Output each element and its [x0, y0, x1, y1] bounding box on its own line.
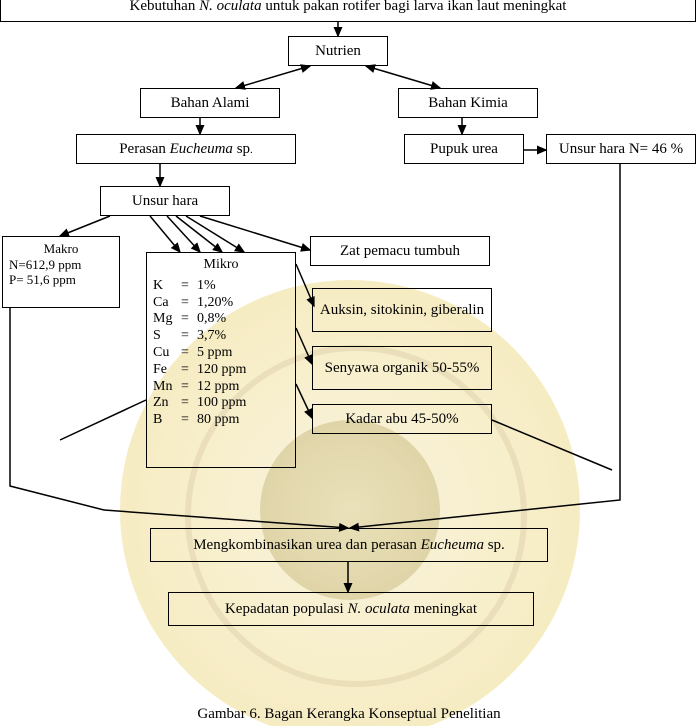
figure-caption: Gambar 6. Bagan Kerangka Konseptual Pene… [0, 706, 698, 723]
mikro-row: S=3,7% [153, 328, 289, 345]
node-bahan-kimia-label: Bahan Kimia [428, 94, 508, 112]
node-senyawa-label: Senyawa organik 50-55% [325, 359, 480, 377]
node-makro-p: P= 51,6 ppm [9, 272, 113, 288]
node-bahan-kimia: Bahan Kimia [398, 88, 538, 118]
node-makro: Makro N=612,9 ppm P= 51,6 ppm [2, 236, 120, 308]
node-kepadatan-label: Kepadatan populasi N. oculata meningkat [225, 600, 477, 618]
node-title-box: Kebutuhan N. oculata untuk pakan rotifer… [0, 0, 696, 22]
mikro-row: K=1% [153, 278, 289, 295]
node-kadar-abu: Kadar abu 45-50% [312, 404, 492, 434]
node-kombinasi: Mengkombinasikan urea dan perasan Eucheu… [150, 528, 548, 562]
node-zat-label: Zat pemacu tumbuh [340, 242, 460, 260]
node-perasan: Perasan Eucheuma sp. [76, 134, 296, 164]
node-senyawa: Senyawa organik 50-55% [312, 346, 492, 390]
node-nutrien-label: Nutrien [315, 42, 361, 60]
node-auksin: Auksin, sitokinin, giberalin [312, 288, 492, 332]
diagram-canvas: { "diagram": { "type": "flowchart", "bac… [0, 0, 698, 726]
mikro-list: Mikro K=1%Ca=1,20%Mg=0,8%S=3,7%Cu=5 ppmF… [153, 257, 289, 429]
mikro-row: B=80 ppm [153, 412, 289, 429]
mikro-row: Mn=12 ppm [153, 379, 289, 396]
node-unsur-hara: Unsur hara [100, 186, 230, 216]
mikro-row: Ca=1,20% [153, 295, 289, 312]
node-unsur-hara-label: Unsur hara [132, 192, 198, 210]
node-bahan-alami-label: Bahan Alami [171, 94, 250, 112]
node-bahan-alami: Bahan Alami [140, 88, 280, 118]
node-kepadatan: Kepadatan populasi N. oculata meningkat [168, 592, 534, 626]
node-makro-title: Makro [9, 241, 113, 257]
node-kombinasi-label: Mengkombinasikan urea dan perasan Eucheu… [193, 536, 505, 554]
mikro-row: Fe=120 ppm [153, 362, 289, 379]
node-makro-n: N=612,9 ppm [9, 257, 113, 273]
node-pupuk-urea-label: Pupuk urea [430, 140, 498, 158]
node-pupuk-urea: Pupuk urea [404, 134, 524, 164]
node-mikro-title: Mikro [153, 257, 289, 274]
node-auksin-label: Auksin, sitokinin, giberalin [320, 301, 484, 319]
mikro-row: Cu=5 ppm [153, 345, 289, 362]
node-nutrien: Nutrien [288, 36, 388, 66]
node-zat-pemacu: Zat pemacu tumbuh [310, 236, 490, 266]
node-title-label: Kebutuhan N. oculata untuk pakan rotifer… [130, 0, 567, 15]
node-unsur-n-label: Unsur hara N= 46 % [559, 140, 683, 158]
node-kadar-label: Kadar abu 45-50% [345, 410, 458, 428]
mikro-row: Mg=0,8% [153, 311, 289, 328]
mikro-row: Zn=100 ppm [153, 395, 289, 412]
node-perasan-label: Perasan Eucheuma sp. [119, 140, 253, 158]
node-mikro: Mikro K=1%Ca=1,20%Mg=0,8%S=3,7%Cu=5 ppmF… [146, 252, 296, 468]
node-unsur-n: Unsur hara N= 46 % [546, 134, 696, 164]
